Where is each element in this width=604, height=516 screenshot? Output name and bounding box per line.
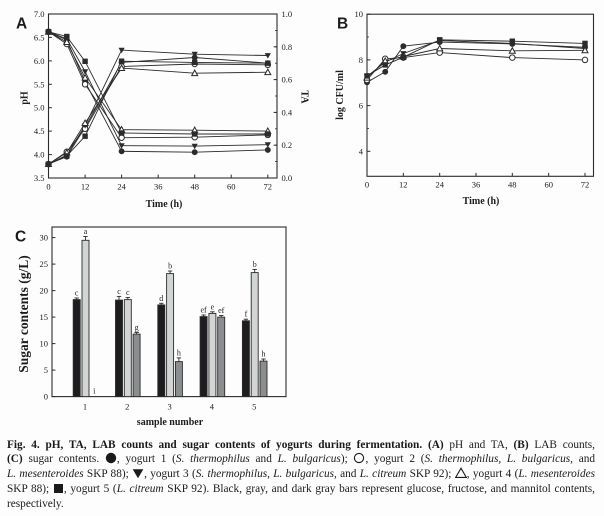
svg-text:6: 6 — [359, 101, 363, 111]
svg-text:7.0: 7.0 — [34, 9, 45, 19]
svg-text:b: b — [253, 260, 257, 269]
svg-text:5: 5 — [44, 365, 48, 375]
svg-text:0: 0 — [46, 182, 50, 192]
svg-text:12: 12 — [399, 180, 408, 190]
svg-text:25: 25 — [40, 259, 49, 269]
svg-text:36: 36 — [154, 182, 163, 192]
svg-text:a: a — [84, 227, 88, 236]
svg-text:B: B — [337, 16, 348, 33]
svg-text:b: b — [168, 262, 172, 271]
svg-text:log CFU/ml: log CFU/ml — [335, 70, 346, 120]
svg-text:48: 48 — [508, 180, 517, 190]
svg-text:1: 1 — [83, 402, 87, 412]
svg-text:TA: TA — [299, 90, 310, 104]
svg-text:Time (h): Time (h) — [463, 196, 500, 207]
svg-text:Time (h): Time (h) — [146, 199, 183, 210]
svg-text:5.5: 5.5 — [34, 79, 45, 89]
svg-text:15: 15 — [40, 312, 49, 322]
svg-text:0.0: 0.0 — [282, 173, 293, 183]
svg-text:i: i — [93, 387, 96, 396]
svg-text:72: 72 — [264, 182, 273, 192]
svg-text:4.0: 4.0 — [34, 150, 45, 160]
svg-text:0: 0 — [365, 180, 369, 190]
svg-text:10: 10 — [355, 9, 364, 19]
svg-text:4.5: 4.5 — [34, 126, 45, 136]
svg-text:d: d — [159, 294, 163, 303]
svg-text:sample number: sample number — [137, 417, 204, 428]
svg-text:g: g — [135, 323, 139, 332]
svg-text:Sugar contents (g/L): Sugar contents (g/L) — [16, 255, 31, 373]
svg-text:2: 2 — [125, 402, 129, 412]
svg-text:f: f — [245, 310, 248, 319]
svg-text:e: e — [211, 302, 215, 311]
svg-text:10: 10 — [40, 339, 49, 349]
svg-text:pH: pH — [20, 91, 31, 105]
svg-text:5.0: 5.0 — [34, 103, 45, 113]
svg-text:C: C — [15, 228, 26, 245]
svg-text:0: 0 — [44, 392, 48, 402]
svg-text:3: 3 — [167, 402, 171, 412]
svg-text:48: 48 — [190, 182, 199, 192]
svg-text:5: 5 — [252, 402, 256, 412]
svg-text:A: A — [16, 16, 27, 33]
svg-text:3.5: 3.5 — [34, 173, 45, 183]
svg-text:ef: ef — [218, 306, 225, 315]
svg-text:0.2: 0.2 — [282, 140, 293, 150]
svg-text:ef: ef — [200, 306, 207, 315]
svg-text:6.5: 6.5 — [34, 32, 45, 42]
svg-text:8: 8 — [359, 55, 363, 65]
svg-text:c: c — [126, 288, 130, 297]
svg-text:h: h — [177, 348, 181, 357]
svg-text:20: 20 — [40, 286, 49, 296]
svg-text:60: 60 — [544, 180, 553, 190]
svg-text:c: c — [75, 289, 79, 298]
svg-text:12: 12 — [81, 182, 90, 192]
svg-text:24: 24 — [435, 180, 444, 190]
svg-text:c: c — [117, 287, 121, 296]
svg-text:1.0: 1.0 — [282, 9, 293, 19]
svg-text:0.8: 0.8 — [282, 42, 293, 52]
svg-text:0.6: 0.6 — [282, 75, 293, 85]
svg-text:h: h — [262, 350, 266, 359]
svg-text:24: 24 — [117, 182, 126, 192]
svg-text:4: 4 — [210, 402, 215, 412]
svg-text:4: 4 — [359, 146, 364, 156]
svg-text:60: 60 — [227, 182, 236, 192]
svg-text:0.4: 0.4 — [282, 107, 293, 117]
svg-text:30: 30 — [40, 233, 49, 243]
svg-text:6.0: 6.0 — [34, 56, 45, 66]
svg-text:36: 36 — [472, 180, 481, 190]
svg-text:72: 72 — [581, 180, 590, 190]
